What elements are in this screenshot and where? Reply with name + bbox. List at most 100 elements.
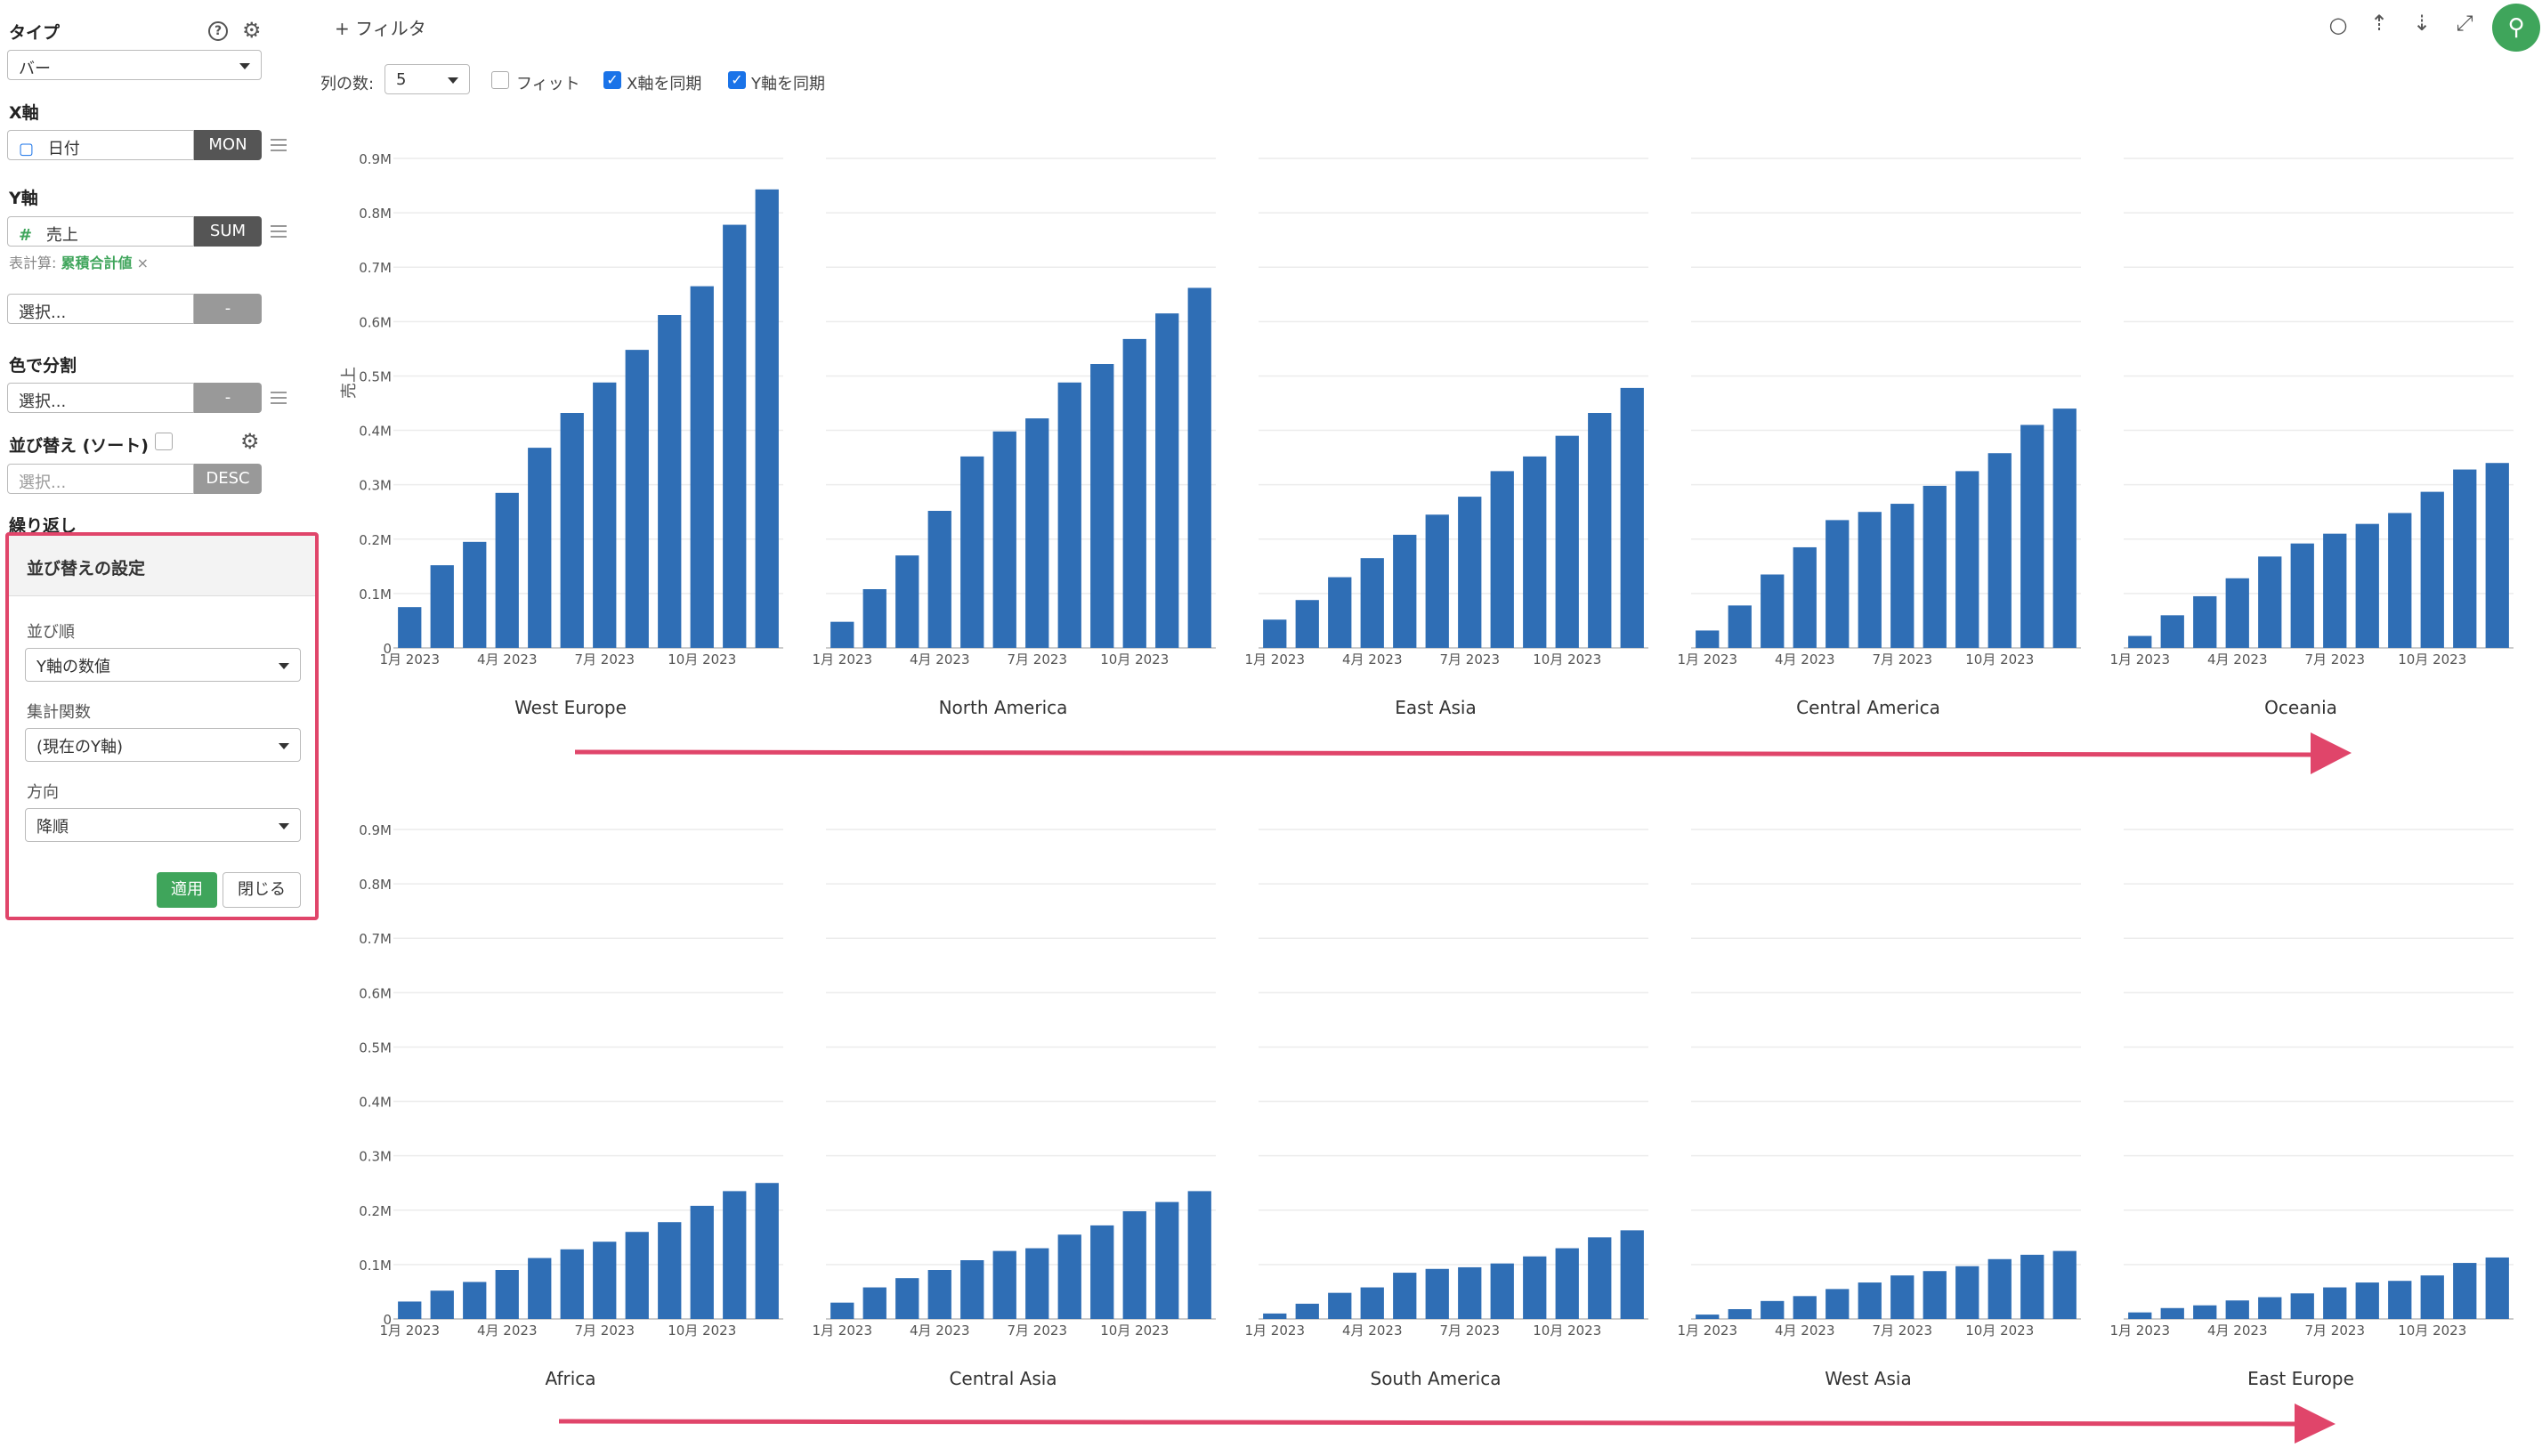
- bar: [1328, 1292, 1352, 1319]
- extra-y-select[interactable]: 選択...: [7, 294, 194, 324]
- bar: [463, 541, 487, 648]
- help-icon[interactable]: ?: [208, 21, 228, 41]
- order-select[interactable]: Y軸の数値: [25, 648, 301, 682]
- y-axis-agg-button[interactable]: SUM: [194, 216, 262, 247]
- bar: [593, 1242, 617, 1319]
- bar: [1328, 577, 1352, 648]
- chevron-down-icon: [279, 663, 289, 669]
- x-axis-menu-icon[interactable]: [271, 139, 287, 151]
- sort-checkbox[interactable]: [155, 433, 173, 450]
- expand-icon[interactable]: ⤢: [2456, 11, 2473, 36]
- bar: [755, 189, 779, 649]
- bar: [1458, 1266, 1482, 1319]
- bar: [927, 511, 951, 648]
- bar: [1187, 287, 1211, 648]
- columns-select[interactable]: 5: [385, 64, 470, 94]
- bar: [723, 224, 747, 649]
- bar: [463, 1282, 487, 1319]
- x-tick-label: 7月 2023: [1873, 651, 1933, 667]
- bar: [560, 413, 584, 648]
- y-tick-label: 0.1M: [359, 586, 392, 603]
- bar: [1360, 558, 1384, 648]
- bar: [2258, 556, 2282, 648]
- bar: [1187, 1191, 1211, 1319]
- gear-icon[interactable]: ⚙: [242, 18, 262, 43]
- direction-select[interactable]: 降順: [25, 808, 301, 842]
- y-axis-menu-icon[interactable]: [271, 225, 287, 238]
- chart-panel: 1月 2023 4月 2023 7月 2023 10月 2023 East Europe: [2110, 829, 2514, 1389]
- x-tick-label: 1月 2023: [813, 1323, 873, 1339]
- x-tick-label: 7月 2023: [575, 1323, 636, 1339]
- y-tick-label: 0.2M: [359, 1203, 392, 1219]
- x-tick-label: 4月 2023: [910, 1323, 970, 1339]
- x-tick-label: 1月 2023: [1245, 651, 1306, 667]
- bar: [1761, 574, 1785, 648]
- x-tick-label: 7月 2023: [1440, 1323, 1501, 1339]
- bar: [1523, 456, 1547, 648]
- x-tick-label: 10月 2023: [1100, 1323, 1169, 1339]
- chevron-down-icon: [279, 743, 289, 749]
- sync-x-checkbox[interactable]: ✓: [603, 71, 621, 89]
- bar: [1425, 514, 1449, 648]
- bar: [2420, 1275, 2444, 1319]
- chart-panel: 1月 2023 4月 2023 7月 2023 10月 2023 West Asia: [1678, 829, 2081, 1389]
- bar: [1826, 1289, 1850, 1319]
- bar: [398, 607, 422, 648]
- x-tick-label: 10月 2023: [2398, 1323, 2466, 1339]
- pin-icon[interactable]: ⚲: [2492, 4, 2540, 52]
- bar: [1620, 387, 1644, 648]
- y-tick-label: 0.2M: [359, 532, 392, 548]
- chart-type-select[interactable]: バー: [7, 50, 262, 80]
- y-axis-label: Y軸: [9, 189, 38, 208]
- bar: [1923, 1271, 1947, 1319]
- panel-title: Oceania: [2264, 697, 2337, 718]
- bar: [1696, 1314, 1720, 1319]
- repeat-label: 繰り返し: [9, 516, 77, 536]
- color-split-select[interactable]: 選択...: [7, 383, 194, 413]
- fit-checkbox[interactable]: [491, 71, 509, 89]
- extra-y-pill[interactable]: -: [194, 294, 262, 324]
- y-axis-field[interactable]: # 売上: [7, 216, 194, 247]
- bar: [1295, 600, 1319, 648]
- close-button[interactable]: 閉じる: [223, 872, 301, 908]
- bar: [1263, 619, 1287, 648]
- bar: [430, 565, 454, 648]
- bar: [528, 1258, 552, 1319]
- x-tick-label: 1月 2023: [380, 1323, 441, 1339]
- bar: [1728, 605, 1752, 648]
- panel-title: Central Asia: [949, 1368, 1056, 1389]
- bar: [1057, 1234, 1081, 1319]
- x-axis-agg-button[interactable]: MON: [194, 130, 262, 160]
- color-split-pill[interactable]: -: [194, 383, 262, 413]
- x-tick-label: 10月 2023: [1533, 651, 1601, 667]
- bar: [1360, 1287, 1384, 1319]
- panel-title: East Europe: [2247, 1368, 2354, 1389]
- sync-y-checkbox[interactable]: ✓: [728, 71, 746, 89]
- comment-icon[interactable]: ○: [2328, 12, 2348, 37]
- bar: [2290, 543, 2314, 648]
- agg-value: (現在のY軸): [36, 738, 124, 756]
- upload-icon[interactable]: ⇡: [2369, 11, 2389, 36]
- sort-gear-icon[interactable]: ⚙: [240, 429, 260, 454]
- table-calc-value[interactable]: 累積合計値: [61, 255, 133, 271]
- panel-title: Africa: [545, 1368, 595, 1389]
- color-split-menu-icon[interactable]: [271, 392, 287, 404]
- x-axis-field[interactable]: ▢ 日付: [7, 130, 194, 160]
- bar: [1826, 520, 1850, 648]
- bar: [1761, 1300, 1785, 1319]
- filter-button[interactable]: + フィルタ: [335, 18, 426, 39]
- agg-select[interactable]: (現在のY軸): [25, 728, 301, 762]
- sort-select[interactable]: 選択...: [7, 464, 194, 494]
- bar: [2020, 1254, 2044, 1319]
- apply-button[interactable]: 適用: [157, 872, 217, 908]
- y-tick-label: 0.1M: [359, 1258, 392, 1274]
- bar: [2323, 533, 2347, 648]
- bar: [625, 1232, 649, 1319]
- remove-icon[interactable]: ×: [136, 255, 150, 271]
- download-icon[interactable]: ⇣: [2412, 11, 2432, 36]
- sort-direction-pill[interactable]: DESC: [194, 464, 262, 494]
- x-tick-label: 7月 2023: [575, 651, 636, 667]
- bar: [1490, 471, 1514, 648]
- bar: [2193, 595, 2217, 648]
- bar: [1588, 1237, 1612, 1319]
